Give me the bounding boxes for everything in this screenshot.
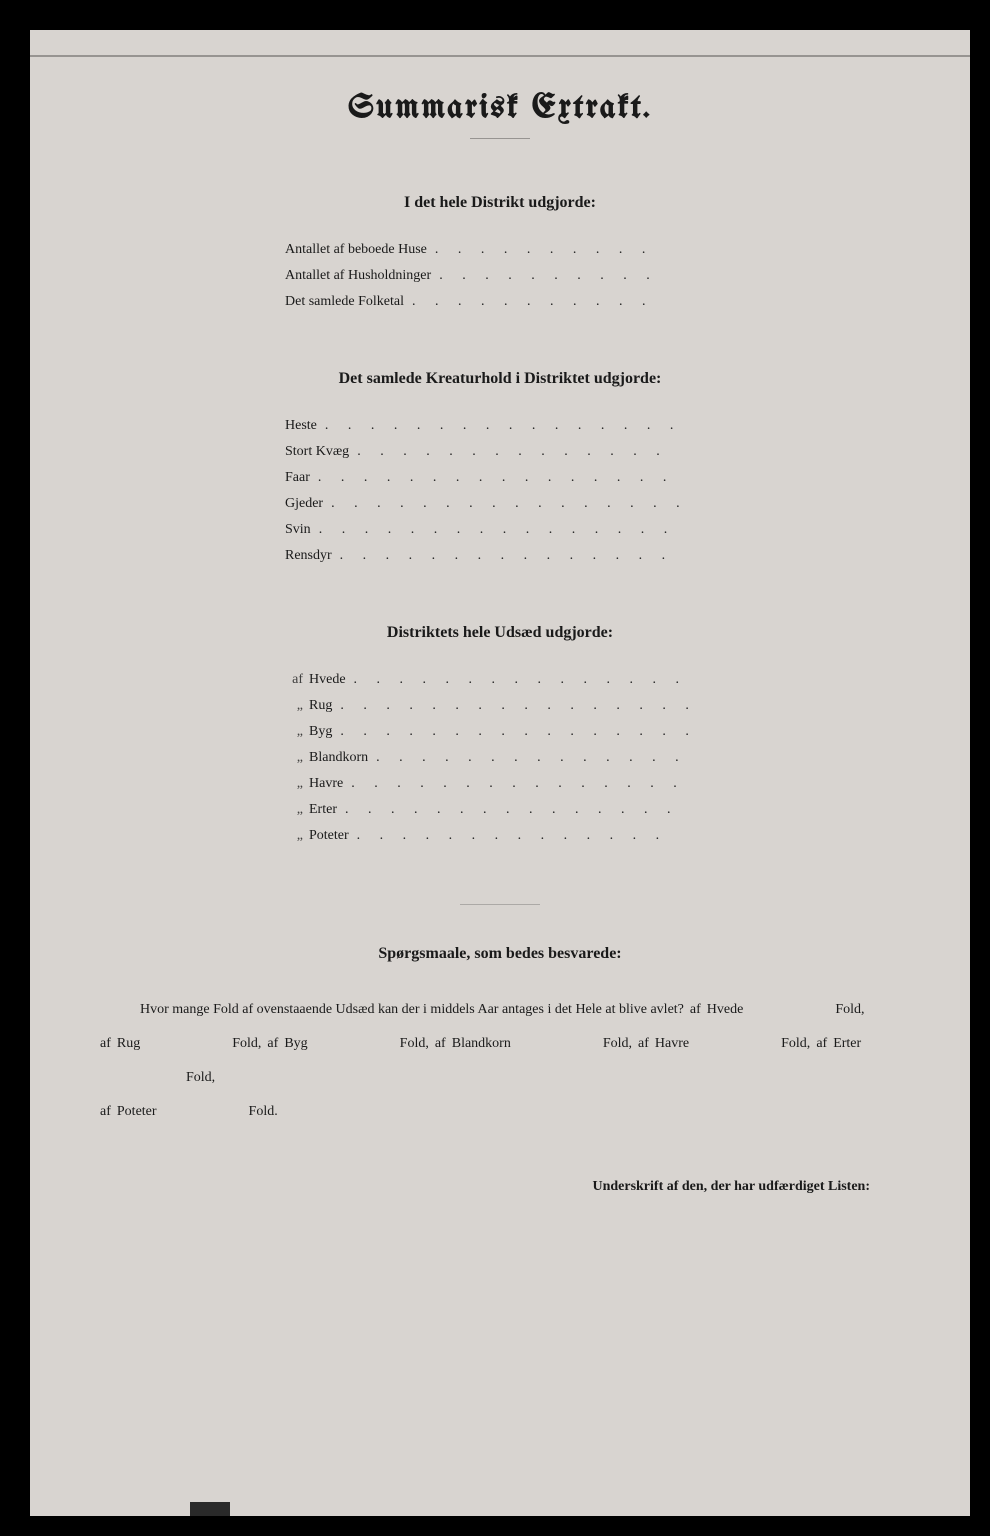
q-pre: af [690, 993, 701, 1027]
leader-dots: . . . . . . . . . . [427, 242, 715, 258]
q-pre: af [435, 1027, 446, 1061]
row-label: Poteter [309, 828, 349, 844]
row-label: Erter [309, 802, 337, 818]
section-2-list: Heste . . . . . . . . . . . . . . . . St… [285, 418, 715, 574]
leader-dots: . . . . . . . . . . . [404, 294, 715, 310]
leader-dots: . . . . . . . . . . . . . . [368, 750, 715, 766]
section-rule [460, 904, 540, 905]
q-unit: Fold. [249, 1095, 278, 1129]
leader-dots: . . . . . . . . . . . . . . . . [310, 470, 715, 486]
document-page: Summarisk Extrakt. I det hele Distrikt u… [30, 30, 970, 1516]
q-pre: af [638, 1027, 649, 1061]
list-row: „ Erter . . . . . . . . . . . . . . . [285, 802, 715, 828]
leader-dots: . . . . . . . . . . . . . . . . [332, 698, 715, 714]
row-prefix: „ [285, 776, 303, 792]
q-unit: Fold, [400, 1027, 429, 1061]
question-intro: Hvor mange Fold af ovenstaaende Udsæd ka… [140, 993, 684, 1027]
row-label: Antallet af Husholdninger [285, 268, 431, 284]
row-label: Faar [285, 470, 310, 486]
row-label: Heste [285, 418, 317, 434]
list-row: Gjeder . . . . . . . . . . . . . . . . [285, 496, 715, 522]
row-label: Stort Kvæg [285, 444, 349, 460]
q-unit: Fold, [603, 1027, 632, 1061]
list-row: af Hvede . . . . . . . . . . . . . . . [285, 672, 715, 698]
row-prefix: af [285, 672, 303, 688]
row-label: Gjeder [285, 496, 323, 512]
row-prefix: „ [285, 724, 303, 740]
list-row: „ Poteter . . . . . . . . . . . . . . [285, 828, 715, 854]
row-prefix: „ [285, 828, 303, 844]
section-1-heading: I det hele Distrikt udgjorde: [90, 194, 910, 212]
leader-dots: . . . . . . . . . . . . . . . . [311, 522, 715, 538]
leader-dots: . . . . . . . . . . . . . . . . [317, 418, 715, 434]
q-pre: af [267, 1027, 278, 1061]
q-pre: af [816, 1027, 827, 1061]
question-line: af Rug Fold, af Byg Fold, af Blandkorn F… [100, 1027, 900, 1095]
row-label: Blandkorn [309, 750, 368, 766]
leader-dots: . . . . . . . . . . [431, 268, 715, 284]
row-label: Det samlede Folketal [285, 294, 404, 310]
page-title: Summarisk Extrakt. [90, 90, 910, 126]
list-row: Faar . . . . . . . . . . . . . . . . [285, 470, 715, 496]
section-3-heading: Distriktets hele Udsæd udgjorde: [90, 624, 910, 642]
list-row: Stort Kvæg . . . . . . . . . . . . . . [285, 444, 715, 470]
question-line: Hvor mange Fold af ovenstaaende Udsæd ka… [100, 993, 900, 1027]
leader-dots: . . . . . . . . . . . . . . [349, 828, 715, 844]
q-crop: Havre [655, 1027, 689, 1061]
questions-block: Hvor mange Fold af ovenstaaende Udsæd ka… [90, 993, 910, 1129]
row-prefix: „ [285, 698, 303, 714]
q-pre: af [100, 1095, 111, 1129]
q-unit: Fold, [232, 1027, 261, 1061]
section-2-heading: Det samlede Kreaturhold i Distriktet udg… [90, 370, 910, 388]
page-tab [190, 1502, 230, 1516]
leader-dots: . . . . . . . . . . . . . . [349, 444, 715, 460]
list-row: Heste . . . . . . . . . . . . . . . . [285, 418, 715, 444]
list-row: „ Blandkorn . . . . . . . . . . . . . . [285, 750, 715, 776]
q-pre: af [100, 1027, 111, 1061]
leader-dots: . . . . . . . . . . . . . . . . [332, 724, 715, 740]
row-label: Havre [309, 776, 343, 792]
section-3-list: af Hvede . . . . . . . . . . . . . . . „… [285, 672, 715, 854]
row-prefix: „ [285, 802, 303, 818]
row-label: Byg [309, 724, 332, 740]
row-label: Rensdyr [285, 548, 332, 564]
row-prefix: „ [285, 750, 303, 766]
section-1-list: Antallet af beboede Huse . . . . . . . .… [285, 242, 715, 320]
list-row: „ Rug . . . . . . . . . . . . . . . . [285, 698, 715, 724]
question-line: af Poteter Fold. [100, 1095, 900, 1129]
q-unit: Fold, [186, 1061, 215, 1095]
list-row: Rensdyr . . . . . . . . . . . . . . . [285, 548, 715, 574]
q-unit: Fold, [835, 993, 864, 1027]
row-label: Antallet af beboede Huse [285, 242, 427, 258]
q-crop: Erter [833, 1027, 861, 1061]
q-unit: Fold, [781, 1027, 810, 1061]
title-rule [470, 138, 530, 139]
signature-line: Underskrift af den, der har udfærdiget L… [90, 1179, 910, 1195]
list-row: „ Havre . . . . . . . . . . . . . . . [285, 776, 715, 802]
leader-dots: . . . . . . . . . . . . . . . [346, 672, 715, 688]
q-crop: Rug [117, 1027, 140, 1061]
leader-dots: . . . . . . . . . . . . . . . [337, 802, 715, 818]
row-label: Hvede [309, 672, 346, 688]
questions-heading: Spørgsmaale, som bedes besvarede: [90, 945, 910, 963]
list-row: „ Byg . . . . . . . . . . . . . . . . [285, 724, 715, 750]
leader-dots: . . . . . . . . . . . . . . . [343, 776, 715, 792]
list-row: Antallet af beboede Huse . . . . . . . .… [285, 242, 715, 268]
q-crop: Poteter [117, 1095, 157, 1129]
leader-dots: . . . . . . . . . . . . . . . . [323, 496, 715, 512]
row-label: Rug [309, 698, 332, 714]
q-crop: Hvede [707, 993, 744, 1027]
list-row: Svin . . . . . . . . . . . . . . . . [285, 522, 715, 548]
leader-dots: . . . . . . . . . . . . . . . [332, 548, 715, 564]
q-crop: Byg [284, 1027, 307, 1061]
q-crop: Blandkorn [452, 1027, 511, 1061]
list-row: Det samlede Folketal . . . . . . . . . .… [285, 294, 715, 320]
list-row: Antallet af Husholdninger . . . . . . . … [285, 268, 715, 294]
row-label: Svin [285, 522, 311, 538]
